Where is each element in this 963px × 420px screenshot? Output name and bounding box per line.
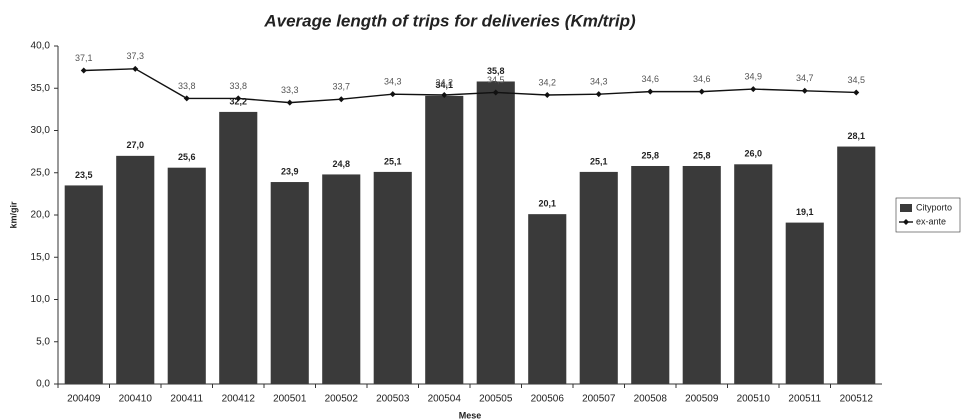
- y-tick-label: 30,0: [31, 125, 51, 136]
- y-tick-label: 0,0: [36, 379, 50, 390]
- bar: [116, 155, 155, 384]
- line-marker: [441, 92, 448, 99]
- y-tick-label: 15,0: [31, 252, 51, 263]
- line-value-label: 33,8: [178, 81, 196, 91]
- x-tick-label: 200507: [582, 394, 616, 405]
- line-value-label: 34,2: [538, 77, 556, 87]
- line-marker: [750, 86, 757, 93]
- bar-value-label: 25,8: [641, 150, 659, 160]
- bar-value-label: 27,0: [126, 140, 144, 150]
- bar-value-label: 20,1: [538, 199, 556, 209]
- y-tick-label: 20,0: [31, 210, 51, 221]
- bar-value-label: 23,5: [75, 170, 93, 180]
- bar: [476, 81, 515, 385]
- y-tick-label: 5,0: [36, 336, 50, 347]
- line-marker: [286, 99, 293, 106]
- x-tick-label: 200512: [840, 394, 874, 405]
- bar: [64, 185, 103, 384]
- bar: [219, 111, 258, 384]
- line-value-label: 34,6: [641, 74, 659, 84]
- chart-title: Average length of trips for deliveries (…: [263, 11, 636, 30]
- line-value-label: 33,7: [332, 82, 350, 92]
- line-value-label: 33,8: [229, 81, 247, 91]
- x-tick-label: 200502: [325, 394, 359, 405]
- line-marker: [544, 92, 551, 99]
- x-tick-label: 200509: [685, 394, 719, 405]
- bar: [631, 165, 670, 384]
- bar: [734, 164, 773, 384]
- line-value-label: 34,7: [796, 73, 814, 83]
- bar-value-label: 35,8: [487, 66, 505, 76]
- line-value-label: 34,5: [847, 75, 865, 85]
- bar-value-label: 24,8: [332, 159, 350, 169]
- x-tick-label: 200504: [428, 394, 462, 405]
- line-value-label: 34,5: [487, 75, 505, 85]
- legend-swatch: [900, 204, 912, 212]
- x-tick-label: 200506: [531, 394, 565, 405]
- bar: [837, 146, 876, 384]
- x-tick-label: 200501: [273, 394, 307, 405]
- bar: [167, 167, 206, 384]
- line-marker: [80, 67, 87, 74]
- bar: [682, 165, 721, 384]
- line-marker: [647, 88, 654, 95]
- y-tick-label: 35,0: [31, 83, 51, 94]
- line-marker: [492, 89, 499, 96]
- bar-value-label: 19,1: [796, 207, 814, 217]
- bar: [373, 171, 412, 384]
- x-tick-label: 200410: [119, 394, 153, 405]
- line-marker: [132, 65, 139, 72]
- x-tick-label: 200411: [170, 394, 203, 405]
- bar: [528, 214, 567, 384]
- line-value-label: 34,6: [693, 74, 711, 84]
- y-tick-label: 40,0: [31, 41, 51, 52]
- y-tick-label: 25,0: [31, 167, 51, 178]
- legend-frame: [895, 197, 961, 233]
- y-axis-label: km/gir: [8, 201, 18, 229]
- bar-value-label: 25,1: [384, 156, 402, 166]
- line: [83, 68, 857, 104]
- x-tick-label: 200503: [376, 394, 410, 405]
- x-tick-label: 200412: [222, 394, 256, 405]
- line-marker: [801, 87, 808, 94]
- line-value-label: 33,3: [281, 85, 299, 95]
- bar-value-label: 34,1: [435, 80, 453, 90]
- line-value-label: 34,9: [744, 71, 762, 81]
- x-tick-label: 200508: [634, 394, 668, 405]
- x-tick-label: 200505: [479, 394, 513, 405]
- bar-value-label: 23,9: [281, 166, 299, 176]
- bar: [579, 171, 618, 384]
- legend-label: Cityporto: [916, 202, 952, 212]
- bar: [270, 182, 309, 384]
- y-tick-label: 10,0: [31, 294, 51, 305]
- bar-value-label: 26,0: [744, 149, 762, 159]
- bar: [785, 222, 824, 384]
- x-tick-label: 200409: [67, 394, 101, 405]
- bar-value-label: 25,1: [590, 156, 608, 166]
- line-marker: [183, 95, 190, 102]
- bar: [425, 95, 464, 384]
- line-marker: [853, 89, 860, 96]
- x-tick-label: 200511: [788, 394, 821, 405]
- x-axis-label: Mese: [459, 410, 482, 420]
- line-value-label: 34,3: [590, 77, 608, 87]
- x-tick-label: 200510: [737, 394, 771, 405]
- line-marker: [338, 96, 345, 103]
- legend-label: ex-ante: [916, 216, 946, 226]
- line-value-label: 37,3: [126, 51, 144, 61]
- line-value-label: 34,2: [435, 77, 453, 87]
- line-marker: [235, 95, 242, 102]
- line-marker: [595, 91, 602, 98]
- line-marker: [698, 88, 705, 95]
- bar-value-label: 25,6: [178, 152, 196, 162]
- line-marker: [389, 91, 396, 98]
- bar-value-label: 25,8: [693, 150, 711, 160]
- legend-marker: [903, 219, 909, 225]
- bar-value-label: 28,1: [847, 131, 865, 141]
- line-value-label: 34,3: [384, 77, 402, 87]
- bar: [322, 174, 361, 384]
- line-value-label: 37,1: [75, 53, 93, 63]
